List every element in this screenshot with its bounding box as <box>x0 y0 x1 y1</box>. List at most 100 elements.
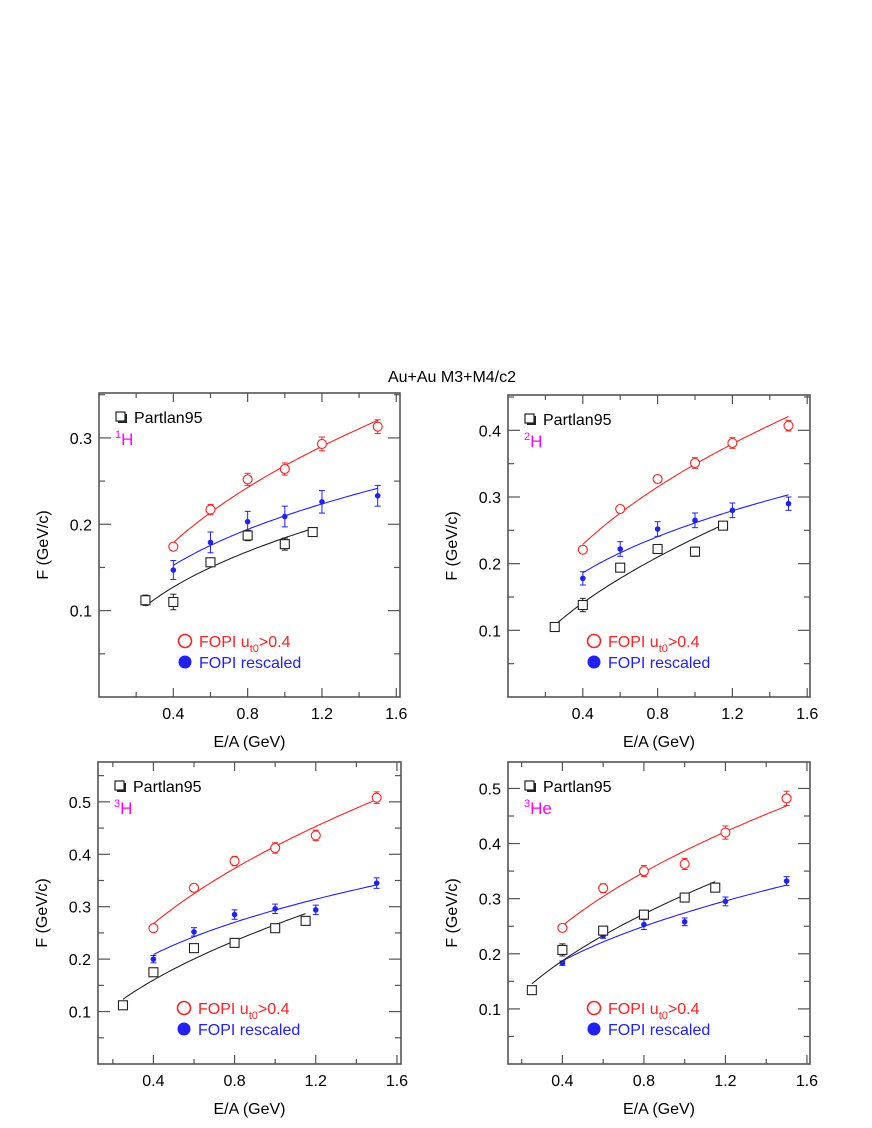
isotope-symbol: H <box>530 432 542 451</box>
fit-curve <box>153 799 377 925</box>
data-point <box>710 882 721 893</box>
data-point <box>242 530 253 541</box>
data-point <box>598 925 609 936</box>
y-tick-label: 0.1 <box>479 623 501 640</box>
data-point <box>681 919 688 925</box>
fit-curve <box>554 524 724 626</box>
data-point <box>188 943 200 954</box>
open-circle-icon <box>586 1000 602 1016</box>
legend-partlan-label: Partlan95 <box>133 779 202 796</box>
data-point <box>689 546 701 557</box>
data-point <box>638 909 649 920</box>
y-tick-label: 0.3 <box>70 431 92 448</box>
series-partlan95 <box>526 881 721 996</box>
y-axis-label: F (GeV/c) <box>444 878 461 947</box>
data-point <box>781 793 792 804</box>
data-point <box>150 956 157 962</box>
series-fopi-ut0-0-4 <box>168 419 383 552</box>
panel-2: 0.4 0.8 1.2 1.6 0.1 0.2 0.3 0.4 E/A (GeV) F (GeV/… <box>444 394 818 751</box>
x-tick-label: 0.8 <box>646 706 668 723</box>
x-tick-label: 0.8 <box>223 1073 245 1090</box>
data-point <box>598 883 609 894</box>
data-point <box>638 866 649 877</box>
data-point <box>279 463 290 475</box>
data-point <box>205 557 216 568</box>
fit-curve <box>562 805 787 927</box>
data-point <box>229 937 240 948</box>
data-point <box>140 595 151 606</box>
y-axis-label: F (GeV/c) <box>34 878 51 947</box>
data-point <box>191 929 197 935</box>
isotope-label: 1H <box>115 429 133 449</box>
data-point <box>652 543 663 555</box>
y-tick-label: 0.2 <box>69 952 91 969</box>
isotope-symbol: He <box>530 799 552 818</box>
fit-curve <box>582 494 789 574</box>
legend-fopi-prefix: FOPI u <box>199 634 250 651</box>
data-point <box>654 526 661 532</box>
series-fopi-rescaled <box>559 876 790 966</box>
x-axis-label: E/A (GeV) <box>623 734 695 751</box>
data-point <box>641 921 647 928</box>
legend-fopi-suffix: >0.4 <box>668 634 700 651</box>
y-tick-label: 0.5 <box>479 781 501 798</box>
data-point <box>617 546 623 552</box>
plot-frame <box>97 761 402 1065</box>
legend-fopi-suffix: >0.4 <box>259 634 291 651</box>
open-circle-icon <box>177 633 193 649</box>
data-point <box>279 539 290 550</box>
series-fopi-ut0-0-4 <box>148 791 382 934</box>
legend-fopi-sub: t0 <box>659 643 668 655</box>
isotope-mass: 1 <box>115 429 121 441</box>
legend-fopi-sub: t0 <box>250 643 259 655</box>
series-partlan95 <box>549 520 729 633</box>
legend-rescaled-label: FOPI rescaled <box>199 655 301 672</box>
data-point <box>373 880 380 886</box>
data-point <box>316 438 328 450</box>
open-square-icon <box>524 780 535 791</box>
x-tick-label: 0.4 <box>162 706 184 723</box>
x-tick-label: 1.2 <box>305 1073 327 1090</box>
data-point <box>168 541 179 552</box>
data-point <box>689 457 701 469</box>
data-point <box>300 915 311 926</box>
data-point <box>557 944 568 955</box>
x-tick-label: 1.6 <box>386 1073 408 1090</box>
data-point <box>170 567 177 573</box>
y-tick-label: 0.4 <box>69 847 91 864</box>
open-circle-icon <box>176 1000 192 1016</box>
y-tick-label: 0.1 <box>479 1002 501 1019</box>
data-point <box>577 599 588 611</box>
data-point <box>229 856 240 867</box>
data-point <box>282 513 288 520</box>
data-point <box>549 621 560 633</box>
x-tick-label: 1.6 <box>385 706 407 723</box>
legend-fopi-label: FOPI ut0>0.4 <box>608 634 700 655</box>
y-tick-label: 0.1 <box>70 604 92 621</box>
x-tick-label: 1.2 <box>311 706 333 723</box>
data-point <box>722 898 729 905</box>
isotope-label: 2H <box>524 431 542 451</box>
legend-fopi-prefix: FOPI u <box>608 634 659 651</box>
series-partlan95 <box>117 913 311 1011</box>
filled-circle-icon <box>178 655 192 669</box>
isotope-mass: 3 <box>524 798 530 810</box>
y-tick-label: 0.3 <box>69 900 91 917</box>
data-point <box>526 985 537 996</box>
y-tick-label: 0.2 <box>70 517 92 534</box>
x-tick-label: 1.2 <box>721 706 743 723</box>
data-point <box>310 830 321 841</box>
data-point <box>729 507 736 514</box>
data-point <box>244 518 251 525</box>
panel-4: 0.4 0.8 1.2 1.6 0.1 0.2 0.3 0.4 0.5 E/A (GeV) F (G… <box>444 761 818 1118</box>
legend-rescaled-label: FOPI rescaled <box>608 655 710 672</box>
y-tick-label: 0.4 <box>479 837 501 854</box>
plot-frame <box>507 394 811 698</box>
data-point <box>312 907 319 913</box>
fit-curve <box>173 487 378 566</box>
data-point <box>231 911 238 918</box>
legend-fopi-label: FOPI ut0>0.4 <box>198 1001 290 1022</box>
